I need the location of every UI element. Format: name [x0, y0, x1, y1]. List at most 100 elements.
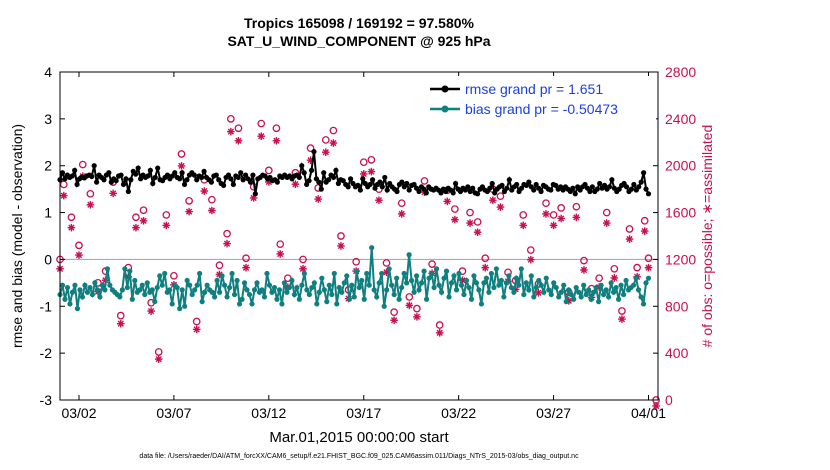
asterisk-stroke: [360, 170, 367, 178]
obs-possible-marker: [481, 254, 490, 263]
bias-point: [299, 282, 305, 288]
rmse-point: [172, 170, 178, 176]
bias-point: [359, 277, 365, 284]
rmse-point: [201, 168, 207, 174]
left-tick-label: -3: [40, 392, 53, 408]
rmse-point: [137, 176, 144, 182]
rmse-point: [152, 174, 158, 181]
bias-point: [344, 273, 350, 279]
bias-point: [77, 287, 83, 293]
bias-point: [319, 275, 325, 281]
bias-point: [381, 303, 387, 309]
bias-point: [423, 296, 430, 302]
bias-point: [513, 275, 519, 281]
bias-point: [411, 289, 417, 295]
obs-possible-marker: [192, 317, 201, 326]
bias-point: [336, 284, 342, 291]
asterisk-stroke: [299, 265, 307, 272]
obs-possible-marker: [640, 216, 649, 225]
bias-point: [461, 291, 467, 298]
bias-point: [613, 284, 619, 291]
bias-point: [591, 289, 597, 295]
rmse-point: [450, 190, 456, 196]
bias-point: [219, 273, 225, 279]
rmse-point: [355, 182, 361, 188]
bias-point: [396, 296, 402, 302]
obs-possible-marker: [116, 311, 125, 320]
obs-possible-marker: [59, 180, 68, 189]
bias-point: [431, 284, 437, 291]
bias-point: [259, 287, 265, 293]
bias-point: [538, 282, 544, 288]
bias-point: [446, 294, 452, 300]
obs-assimilated-marker: [557, 214, 565, 223]
rmse-point: [147, 167, 153, 173]
bias-point: [62, 296, 68, 302]
rmse-point: [638, 179, 644, 185]
obs-assimilated-marker: [227, 127, 235, 136]
rmse-point: [91, 163, 97, 169]
obs-assimilated-marker: [519, 221, 528, 230]
obs-possible-marker: [215, 261, 224, 270]
rmse-point: [242, 172, 249, 178]
bias-point: [556, 294, 562, 300]
asterisk-stroke: [375, 197, 383, 204]
asterisk-stroke: [580, 266, 588, 274]
asterisk-stroke: [75, 251, 83, 259]
obs-possible-marker: [595, 274, 603, 283]
bias-point: [521, 291, 527, 298]
asterisk-stroke: [444, 198, 451, 205]
obs-assimilated-marker: [481, 263, 490, 272]
asterisk-stroke: [368, 168, 375, 175]
bias-point: [593, 284, 599, 291]
obs-assimilated-marker: [549, 221, 558, 230]
obs-possible-marker: [177, 150, 186, 158]
obs-possible-marker: [170, 271, 178, 280]
bias-point: [346, 296, 352, 302]
x-tick-label: 03/07: [156, 405, 191, 421]
obs-possible-marker: [633, 263, 641, 272]
rmse-point: [330, 174, 337, 181]
asterisk-stroke: [497, 203, 504, 211]
bias-point: [561, 282, 567, 288]
asterisk-stroke: [193, 326, 200, 333]
obs-possible-marker: [526, 246, 535, 254]
x-tick-label: 03/27: [536, 405, 571, 421]
obs-assimilated-marker: [321, 148, 330, 156]
rmse-point: [118, 172, 124, 178]
bias-point: [409, 277, 415, 284]
rmse-point: [487, 185, 493, 191]
rmse-point: [304, 181, 310, 188]
rmse-point: [623, 184, 630, 190]
obs-assimilated-marker: [625, 235, 634, 243]
bias-point: [291, 291, 298, 298]
bias-point: [132, 277, 138, 284]
bias-point: [221, 282, 228, 288]
asterisk-stroke: [652, 402, 660, 410]
bias-point: [254, 280, 260, 286]
bias-point: [630, 282, 637, 288]
rmse-point: [609, 177, 615, 183]
obs-assimilated-marker: [534, 289, 543, 297]
asterisk-stroke: [406, 302, 413, 309]
obs-possible-marker: [625, 225, 634, 233]
bias-point: [152, 299, 158, 305]
bias-point: [426, 275, 432, 281]
bias-point: [366, 282, 372, 288]
bias-point: [214, 277, 220, 284]
bias-point: [401, 270, 407, 277]
bias-point: [581, 282, 587, 288]
obs-assimilated-marker: [314, 195, 322, 203]
bias-point: [304, 287, 310, 293]
obs-assimilated-marker: [154, 355, 163, 363]
rmse-point: [369, 177, 376, 183]
asterisk-stroke: [558, 215, 565, 222]
bias-point: [501, 294, 507, 300]
obs-possible-marker: [329, 126, 338, 135]
bias-point: [576, 289, 582, 295]
rmse-point: [128, 177, 134, 183]
bias-point: [553, 284, 559, 291]
bias-point: [104, 266, 110, 272]
obs-possible-marker: [132, 213, 140, 222]
